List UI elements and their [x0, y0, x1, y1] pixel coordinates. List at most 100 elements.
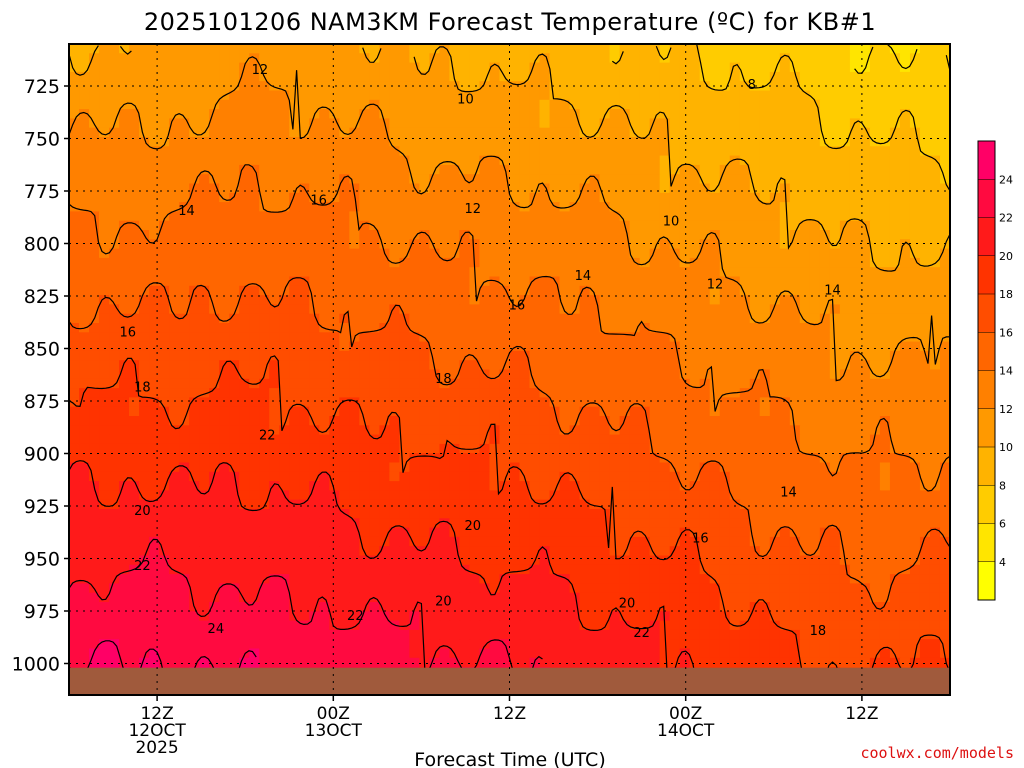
field-cell	[879, 509, 891, 519]
field-cell	[579, 518, 591, 529]
field-cell	[419, 202, 431, 212]
field-cell	[419, 118, 431, 129]
field-cell	[79, 406, 90, 417]
field-cell	[859, 555, 871, 566]
field-cell	[779, 546, 791, 557]
field-cell	[849, 257, 861, 268]
field-cell	[749, 267, 761, 278]
field-cell	[69, 434, 80, 445]
field-cell	[799, 62, 811, 73]
field-cell	[869, 323, 881, 333]
field-cell	[199, 546, 210, 557]
field-cell	[379, 378, 390, 389]
field-cell	[599, 155, 611, 166]
field-cell	[379, 323, 390, 333]
field-cell	[159, 202, 170, 212]
field-cell	[869, 239, 881, 250]
field-cell	[609, 443, 621, 454]
field-cell	[919, 481, 931, 491]
field-cell	[129, 295, 140, 305]
field-cell	[809, 295, 821, 305]
field-cell	[409, 536, 420, 547]
field-cell	[379, 397, 390, 408]
field-cell	[229, 164, 240, 175]
field-cell	[809, 323, 821, 333]
field-cell	[119, 127, 130, 138]
field-cell	[559, 388, 571, 398]
field-cell	[419, 53, 431, 64]
field-cell	[69, 220, 80, 231]
field-cell	[269, 378, 280, 389]
field-cell	[809, 369, 821, 380]
field-cell	[89, 555, 100, 566]
field-cell	[669, 536, 681, 547]
field-cell	[799, 453, 811, 464]
field-cell	[699, 350, 711, 361]
field-cell	[329, 434, 340, 445]
field-cell	[659, 341, 671, 352]
field-cell	[399, 230, 410, 240]
field-cell	[729, 555, 741, 566]
field-cell	[359, 174, 370, 185]
field-cell	[429, 53, 441, 64]
field-cell	[79, 425, 90, 436]
field-cell	[569, 471, 581, 482]
field-cell	[759, 118, 771, 129]
field-cell	[469, 99, 481, 110]
field-cell	[369, 397, 380, 408]
field-cell	[769, 71, 781, 82]
field-cell	[559, 453, 571, 464]
field-cell	[569, 220, 581, 231]
field-cell	[329, 44, 340, 54]
field-cell	[109, 564, 120, 575]
field-cell	[689, 369, 701, 380]
field-cell	[759, 174, 771, 185]
field-cell	[859, 81, 871, 92]
field-cell	[209, 416, 220, 426]
field-cell	[849, 183, 861, 194]
field-cell	[829, 509, 841, 519]
field-cell	[479, 53, 491, 64]
field-cell	[269, 230, 280, 240]
field-cell	[229, 313, 240, 324]
field-cell	[279, 127, 290, 138]
field-cell	[639, 44, 651, 54]
field-cell	[479, 509, 491, 519]
field-cell	[169, 416, 180, 426]
field-cell	[239, 109, 250, 119]
field-cell	[79, 127, 90, 138]
field-cell	[369, 257, 380, 268]
field-cell	[89, 230, 100, 240]
field-cell	[649, 146, 661, 157]
field-cell	[259, 53, 270, 64]
field-cell	[249, 99, 260, 110]
field-cell	[349, 555, 360, 566]
field-cell	[709, 416, 721, 426]
field-cell	[789, 536, 801, 547]
field-cell	[709, 490, 721, 501]
field-cell	[569, 462, 581, 473]
field-cell	[389, 434, 400, 445]
field-cell	[699, 416, 711, 426]
field-cell	[869, 425, 881, 436]
field-cell	[69, 295, 80, 305]
field-cell	[559, 350, 571, 361]
field-cell	[509, 388, 521, 398]
field-cell	[669, 155, 681, 166]
field-cell	[499, 397, 511, 408]
field-cell	[369, 53, 380, 64]
field-cell	[909, 257, 921, 268]
field-cell	[929, 434, 941, 445]
field-cell	[99, 443, 110, 454]
field-cell	[569, 295, 581, 305]
field-cell	[79, 164, 90, 175]
field-cell	[169, 230, 180, 240]
field-cell	[849, 332, 861, 343]
field-cell	[529, 536, 541, 547]
field-cell	[699, 295, 711, 305]
field-cell	[299, 155, 310, 166]
field-cell	[139, 471, 150, 482]
field-cell	[149, 267, 160, 278]
field-cell	[589, 248, 601, 259]
field-cell	[399, 527, 410, 538]
